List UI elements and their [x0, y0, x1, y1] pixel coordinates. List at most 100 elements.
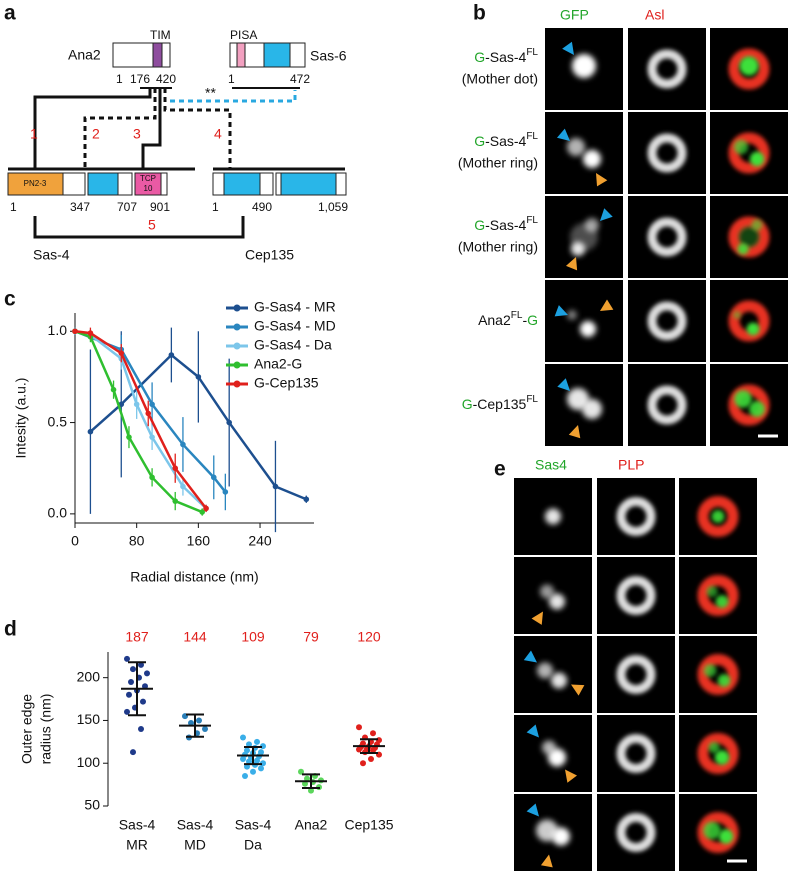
series-line — [74, 330, 227, 493]
legend-label: G-Sas4 - MD — [254, 318, 336, 334]
signal — [728, 300, 770, 342]
panel-label: b — [473, 2, 486, 25]
micrograph — [597, 478, 675, 555]
interaction-number: 5 — [148, 217, 156, 233]
point — [356, 724, 362, 731]
point — [202, 726, 208, 732]
micrograph — [679, 557, 757, 634]
label-part: G — [474, 133, 485, 149]
interaction-number: 4 — [214, 126, 222, 142]
signal — [616, 576, 656, 615]
point — [168, 352, 175, 358]
signal — [540, 584, 554, 599]
micrograph — [628, 280, 706, 362]
signal — [739, 56, 759, 76]
significance: ** — [205, 85, 216, 101]
signal — [545, 508, 561, 525]
y-tick-label: 50 — [84, 797, 100, 813]
y-tick-label: 150 — [77, 711, 101, 727]
label-part: -Sas-4 — [485, 133, 526, 149]
residue: 1 — [228, 72, 235, 86]
label-part: G — [474, 49, 485, 65]
residue: 472 — [290, 72, 310, 86]
point — [199, 509, 206, 515]
x-axis-label: Radial distance (nm) — [130, 569, 258, 585]
signal — [647, 301, 687, 341]
signal — [548, 748, 566, 767]
legend-swatch — [233, 380, 241, 388]
micrograph — [679, 636, 757, 713]
point — [254, 738, 260, 745]
arrowhead — [571, 684, 585, 696]
residue: 1 — [10, 200, 17, 214]
x-tick-label: 80 — [129, 533, 145, 549]
column-header: GFP — [560, 7, 589, 23]
x-tick-label: 240 — [248, 533, 272, 549]
signal — [537, 662, 553, 679]
y-tick-label: 0.0 — [48, 505, 68, 521]
domain — [236, 42, 246, 68]
label-part: FL — [526, 215, 538, 226]
arrowhead — [554, 305, 568, 317]
domain — [87, 172, 119, 196]
signal — [715, 595, 729, 608]
arrowhead — [526, 724, 539, 738]
x-tick-label: Da — [244, 837, 262, 853]
label-part: FL — [526, 47, 538, 58]
domain — [280, 172, 337, 196]
series-line — [74, 330, 208, 510]
signal — [733, 139, 749, 155]
protein-name: Sas-4 — [33, 247, 70, 263]
signal — [697, 733, 739, 774]
signal — [647, 49, 687, 89]
arrowhead — [557, 378, 570, 391]
legend-label: G-Sas4 - MR — [254, 299, 336, 315]
link — [163, 88, 232, 168]
row-label: G-Sas-4FL — [474, 215, 538, 233]
arrowhead — [556, 128, 570, 141]
point — [368, 755, 374, 762]
point — [128, 678, 134, 685]
point — [110, 386, 117, 393]
point — [226, 419, 232, 426]
point — [250, 768, 256, 775]
arrowhead — [540, 854, 553, 868]
micrograph — [597, 636, 675, 713]
column-header: PLP — [618, 457, 644, 473]
signal — [733, 311, 741, 319]
point — [222, 489, 229, 495]
point — [133, 401, 140, 408]
micrograph — [545, 112, 623, 194]
protein-box — [117, 172, 133, 196]
interaction-number: 2 — [92, 126, 100, 142]
legend-swatch — [233, 342, 241, 350]
column-header: Sas4 — [535, 457, 567, 473]
signal — [551, 672, 567, 689]
signal — [582, 399, 602, 419]
x-tick-label: MR — [126, 837, 148, 853]
point — [118, 350, 125, 356]
point — [356, 746, 362, 753]
signal — [708, 741, 720, 754]
row-label: (Mother ring) — [458, 155, 538, 171]
signal — [697, 654, 739, 695]
signal — [717, 674, 731, 687]
signal — [728, 132, 770, 174]
signal — [616, 734, 656, 773]
point — [124, 708, 130, 715]
point — [246, 758, 252, 765]
residue: 347 — [70, 200, 90, 214]
legend-label: G-Cep135 — [254, 375, 319, 391]
signal — [746, 322, 760, 336]
micrograph — [597, 794, 675, 871]
point — [130, 749, 136, 756]
point — [302, 780, 308, 787]
point — [138, 726, 144, 732]
point — [180, 441, 186, 448]
panel-label: d — [4, 618, 17, 641]
row-label: G-Sas-4FL — [474, 131, 538, 149]
domain-label: TCP — [140, 174, 156, 183]
point — [145, 410, 152, 417]
residue: 490 — [252, 200, 272, 214]
point — [196, 717, 202, 724]
